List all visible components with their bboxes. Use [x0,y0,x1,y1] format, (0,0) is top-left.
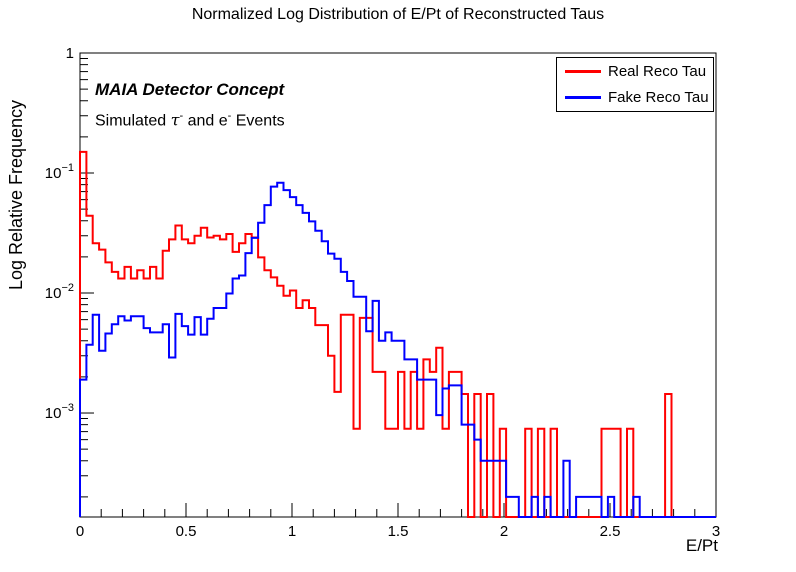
y-axis-title: Log Relative Frequency [6,100,26,290]
y-tick-label: 10−1 [45,162,74,182]
x-tick-label: 1 [288,523,296,540]
x-tick-label: 0 [76,523,84,540]
y-tick-label: 1 [66,45,74,62]
legend-entry-real: Real Reco Tau [557,58,713,84]
legend-entry-fake: Fake Reco Tau [557,85,713,111]
legend-line-real [565,69,601,73]
e-superscript-minus: - [227,110,232,122]
x-tick-label: 0.5 [176,523,197,540]
sim-suffix: Events [231,112,285,130]
x-tick-label: 2 [500,523,508,540]
x-tick-label: 3 [712,523,720,540]
plot-title: Normalized Log Distribution of E/Pt of R… [191,6,605,23]
tau-superscript-minus: - [179,110,184,122]
tau-symbol: τ [170,110,180,130]
sim-prefix: Simulated [95,112,171,130]
x-tick-label: 2.5 [600,523,621,540]
legend-label-fake: Fake Reco Tau [608,89,709,107]
legend-label-real: Real Reco Tau [608,62,707,80]
legend-box: Real Reco Tau Fake Reco Tau [556,57,714,112]
y-tick-label: 10−3 [45,402,74,422]
detector-concept-label: MAIA Detector Concept [95,80,285,99]
x-tick-label: 1.5 [388,523,409,540]
simulated-events-label: Simulated τ- and e- Events [95,110,285,130]
histogram-fake-reco-tau [79,181,716,518]
legend-line-fake [565,96,601,100]
sim-mid: and e [183,112,228,130]
y-tick-label: 10−2 [45,282,74,302]
x-axis-title: E/Pt [686,536,718,555]
